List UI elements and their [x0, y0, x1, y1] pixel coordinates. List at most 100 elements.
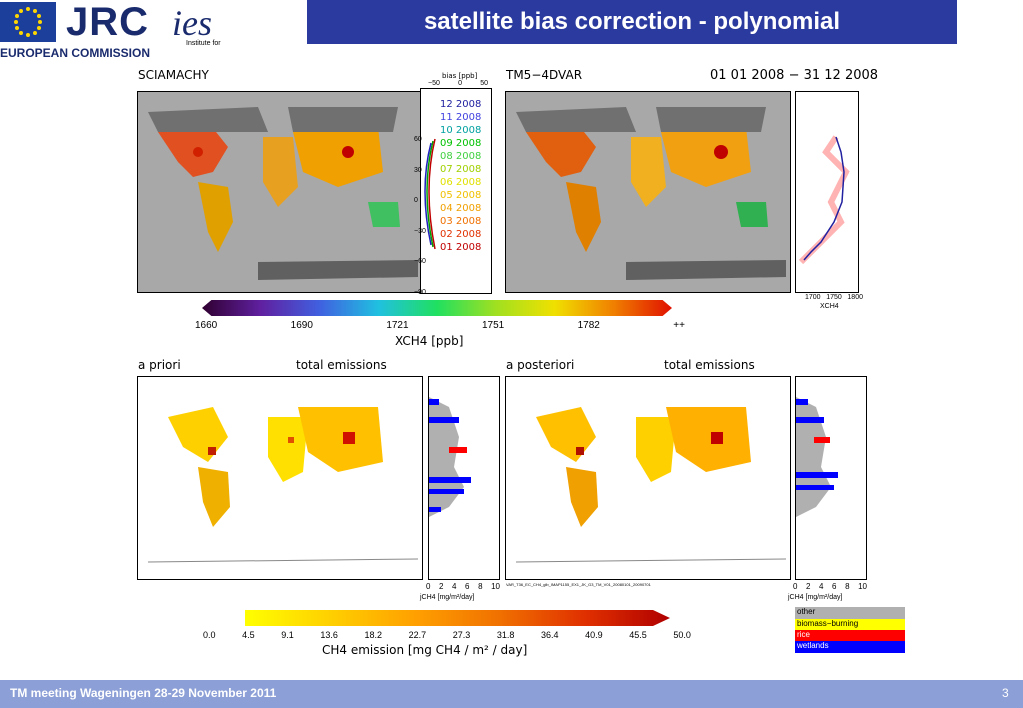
emission-tick: 27.3: [452, 630, 471, 640]
month-label: 08 2008: [440, 151, 482, 162]
month-label: 01 2008: [440, 242, 482, 253]
tm5-map: [505, 91, 791, 293]
eu-flag-logo: [0, 2, 56, 42]
bias-label: bias [ppb]: [442, 72, 478, 80]
emission-tick: 40.9: [585, 630, 603, 640]
legend-rice: rice: [795, 630, 905, 641]
emission-ticks: 0.0 4.5 9.1 13.6 18.2 22.7 27.3 31.8 36.…: [203, 630, 691, 640]
emission-tick: 13.6: [320, 630, 338, 640]
footer-text: TM meeting Wageningen 28-29 November 201…: [10, 686, 277, 700]
month-label: 11 2008: [440, 112, 482, 123]
emission-tick: 9.1: [281, 630, 294, 640]
emission-tick: 36.4: [540, 630, 559, 640]
hist-tick: 2: [806, 582, 811, 591]
legend-biomass: biomass−burning: [795, 619, 905, 630]
hist-tick: 4: [452, 582, 457, 591]
hist-label-left: jCH4 [mg/m²/day]: [420, 594, 475, 601]
bias-ticks: −50 0 50: [428, 80, 488, 87]
emission-colorbar-label: CH4 emission [mg CH4 / m² / day]: [322, 643, 528, 657]
emission-tick: 18.2: [364, 630, 382, 640]
lat-tick: −60: [414, 258, 426, 266]
footer-bar: [0, 680, 1023, 708]
a-priori-map: [137, 376, 423, 580]
ec-label: EUROPEAN COMMISSION: [0, 46, 151, 60]
a-post-label: a posteriori: [506, 358, 575, 372]
ies-logo: ies: [172, 3, 212, 43]
bias-panel: [420, 88, 492, 294]
emission-tick: 4.5: [242, 630, 255, 640]
month-label: 07 2008: [440, 164, 482, 175]
hist-tick: 0: [426, 582, 431, 591]
lat-tick: 0: [414, 197, 418, 205]
legend-wetlands: wetlands: [795, 641, 905, 653]
xch4-tick: 1721: [386, 320, 409, 331]
emission-colorbar: [245, 610, 670, 626]
a-post-map: [505, 376, 791, 580]
xch4-tick: 1782: [577, 320, 600, 331]
bias-tick: 0: [458, 80, 462, 87]
profile-tick: 1700: [805, 294, 821, 301]
page-number: 3: [1002, 686, 1009, 700]
lat-tick: 30: [414, 166, 422, 174]
slide-title: satellite bias correction - polynomial: [307, 0, 957, 44]
profile-ticks: 1700 1750 1800: [805, 294, 863, 301]
date-range: 01 01 2008 − 31 12 2008: [710, 68, 879, 83]
jrc-logo: JRC: [66, 0, 150, 44]
lat-tick: −30: [414, 227, 426, 235]
month-label: 12 2008: [440, 99, 482, 110]
profile-label: XCH4: [820, 303, 839, 310]
xch4-colorbar: [202, 300, 672, 316]
month-label: 10 2008: [440, 125, 482, 136]
month-label: 05 2008: [440, 190, 482, 201]
hist-tick: 8: [478, 582, 483, 591]
lat-tick: −90: [414, 288, 426, 296]
emission-tick: 31.8: [496, 630, 515, 640]
a-post-emis-label: total emissions: [664, 358, 755, 372]
a-priori-histogram: [428, 376, 500, 580]
month-label: 03 2008: [440, 216, 482, 227]
hist-tick: 6: [465, 582, 470, 591]
xch4-profile: [795, 91, 859, 293]
hist-tick: 0: [793, 582, 798, 591]
tm5-label: TM5−4DVAR: [506, 68, 583, 82]
bias-tick: 50: [480, 80, 488, 87]
hist-tick: 6: [832, 582, 837, 591]
a-priori-emis-label: total emissions: [296, 358, 387, 372]
hist-ticks-right: 0 2 4 6 8 10: [793, 582, 867, 591]
month-label: 09 2008: [440, 138, 482, 149]
month-label: 06 2008: [440, 177, 482, 188]
xch4-tick: 1751: [481, 320, 505, 331]
hist-ticks-left: 0 2 4 6 8 10: [426, 582, 500, 591]
lat-tick: 60: [414, 136, 422, 143]
hist-tick: 8: [845, 582, 850, 591]
profile-tick: 1750: [826, 294, 842, 301]
file-name: VAR_T36_EC_CH4_glb_IMAP1155_EX1_JK_G3_TM…: [506, 582, 651, 587]
a-post-histogram: [795, 376, 867, 580]
sciamachy-map: [137, 91, 423, 293]
emission-tick: 50.0: [673, 630, 691, 640]
month-label: 04 2008: [440, 203, 482, 214]
profile-tick: 1800: [847, 294, 863, 301]
category-legend: other biomass−burning rice wetlands: [795, 607, 905, 653]
month-legend: 12 2008 11 2008 10 2008 09 2008 08 2008 …: [440, 99, 490, 253]
bias-tick: −50: [428, 80, 440, 87]
emission-tick: 0.0: [203, 630, 216, 640]
ies-sub: Institute for: [186, 40, 221, 47]
a-priori-label: a priori: [138, 358, 181, 372]
xch4-colorbar-label: XCH4 [ppb]: [395, 334, 464, 348]
hist-tick: 4: [819, 582, 824, 591]
hist-label-right: jCH4 [mg/m²/day]: [788, 594, 843, 601]
hist-tick: 10: [491, 582, 500, 591]
hist-tick: 2: [439, 582, 444, 591]
emission-tick: 45.5: [629, 630, 647, 640]
xch4-tick: 1660: [195, 320, 218, 331]
emission-tick: 22.7: [408, 630, 427, 640]
hist-tick: 10: [858, 582, 867, 591]
lat-ticks: 60 30 0 −30 −60 −90: [414, 136, 426, 296]
month-label: 02 2008: [440, 229, 482, 240]
xch4-tick: ++: [673, 320, 685, 331]
xch4-tick: 1690: [290, 320, 313, 331]
xch4-ticks: 1660 1690 1721 1751 1782 ++: [195, 320, 685, 331]
legend-other: other: [795, 607, 905, 619]
sciamachy-label: SCIAMACHY: [138, 68, 209, 82]
